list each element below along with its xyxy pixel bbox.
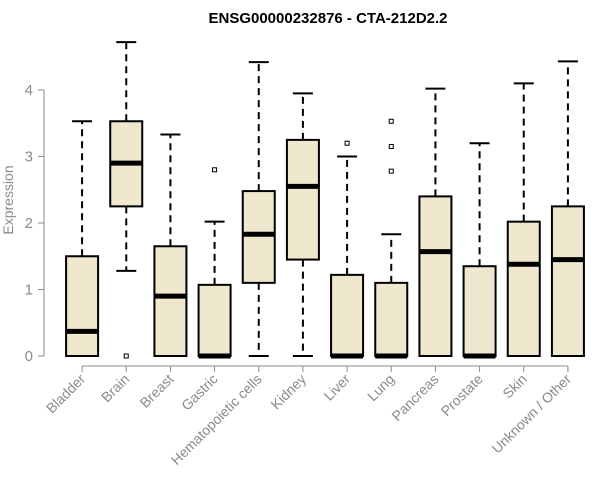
outlier-point [123,353,129,359]
x-tick-label: Prostate [438,371,486,419]
box-unknown-other [550,60,585,357]
box-kidney [285,92,320,357]
iqr-box [462,265,497,358]
box-lung [374,118,409,359]
box-pancreas [418,87,453,357]
x-tick-label: Unknown / Other [488,371,574,457]
x-tick-label: Lung [364,371,397,404]
y-tick-label: 3 [25,149,33,166]
iqr-box [506,220,541,357]
box-gastric [197,167,232,359]
chart-title: ENSG00000232876 - CTA-212D2.2 [208,10,447,27]
box-hematopoietic-cells [241,61,276,357]
iqr-box [550,205,585,357]
outlier-point [388,168,394,174]
y-tick-label: 4 [25,82,33,99]
iqr-box [418,195,453,357]
box-bladder [65,120,100,357]
iqr-box [241,190,276,284]
iqr-box [197,283,232,357]
y-tick-label: 2 [25,215,33,232]
outlier-point [344,140,350,146]
y-axis: 0 1 2 3 4 [25,82,45,365]
iqr-box [374,281,409,358]
iqr-box [330,273,365,357]
x-tick-label: Pancreas [388,371,441,424]
outlier-point [212,167,218,173]
y-axis-label: Expression [0,165,16,234]
box-brain [109,41,144,359]
x-tick-label: Skin [499,371,530,402]
outlier-point [388,144,394,150]
box-prostate [462,142,497,359]
y-tick-label: 1 [25,282,33,299]
box-skin [506,82,541,357]
iqr-box [285,138,320,261]
x-tick-label: Brain [98,371,132,405]
boxes [65,41,585,359]
x-tick-label: Bladder [43,371,89,417]
x-tick-label: Gastric [178,371,221,414]
x-tick-label: Breast [137,371,177,411]
box-breast [153,133,188,357]
y-tick-label: 0 [25,348,33,365]
iqr-box [65,255,100,357]
box-liver [330,140,365,359]
iqr-box [153,245,188,357]
x-tick-label: Liver [320,371,353,404]
x-tick-label: Kidney [267,371,309,413]
outlier-point [388,118,394,124]
